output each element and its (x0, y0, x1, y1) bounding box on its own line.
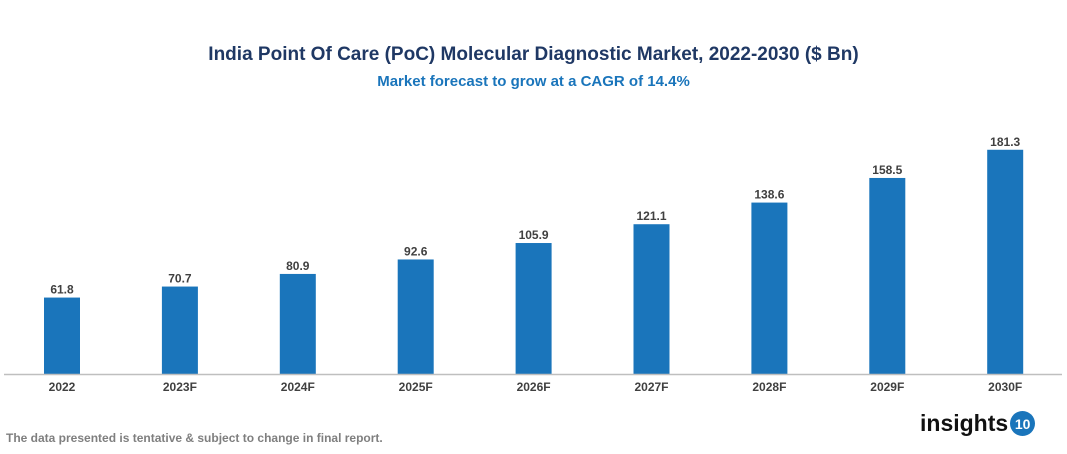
bar-2026F (515, 243, 552, 374)
bar-2024F (279, 273, 316, 374)
logo-text: insights (920, 410, 1009, 436)
logo-badge: 10 (1010, 411, 1036, 436)
x-tick-label: 2024F (281, 380, 315, 394)
data-label: 105.9 (519, 228, 549, 242)
bar-2028F (751, 202, 788, 374)
x-tick-label: 2029F (870, 380, 904, 394)
data-label: 70.7 (168, 272, 192, 286)
x-tick-label: 2022 (49, 380, 76, 394)
x-tick-label: 2030F (988, 380, 1022, 394)
bar-2030F (987, 149, 1024, 374)
data-label: 61.8 (50, 283, 74, 297)
bar-2025F (397, 259, 434, 374)
chart-subtitle: Market forecast to grow at a CAGR of 14.… (377, 73, 690, 90)
x-tick-label: 2027F (634, 380, 668, 394)
bar-2022 (44, 297, 80, 374)
data-label: 92.6 (404, 244, 428, 258)
disclaimer-note: The data presented is tentative & subjec… (6, 431, 383, 445)
bar-2029F (869, 177, 906, 374)
insights10-logo: insights 10 (920, 410, 1036, 437)
x-tick-label: 2025F (399, 380, 433, 394)
data-label: 138.6 (754, 188, 784, 202)
x-tick-label: 2023F (163, 380, 197, 394)
data-label: 121.1 (636, 209, 666, 223)
chart-title: India Point Of Care (PoC) Molecular Diag… (208, 44, 859, 65)
bar-2023F (161, 286, 198, 374)
x-tick-label: 2028F (752, 380, 786, 394)
data-label: 181.3 (990, 135, 1020, 149)
data-label: 158.5 (872, 163, 902, 177)
bar-2027F (633, 224, 670, 374)
data-label: 80.9 (286, 259, 310, 273)
x-tick-label: 2026F (517, 380, 551, 394)
